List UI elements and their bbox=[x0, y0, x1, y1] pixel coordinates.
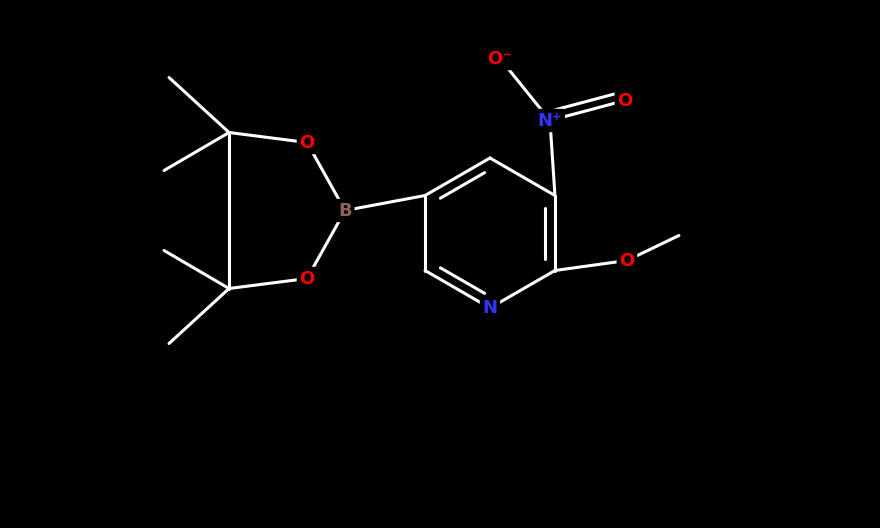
Text: B: B bbox=[338, 202, 352, 220]
Text: O⁻: O⁻ bbox=[488, 50, 512, 68]
Text: O: O bbox=[299, 269, 315, 288]
Text: O: O bbox=[618, 91, 633, 109]
Text: O: O bbox=[620, 251, 634, 269]
Text: O: O bbox=[299, 134, 315, 152]
Text: N⁺: N⁺ bbox=[538, 111, 562, 129]
Text: N: N bbox=[482, 299, 497, 317]
